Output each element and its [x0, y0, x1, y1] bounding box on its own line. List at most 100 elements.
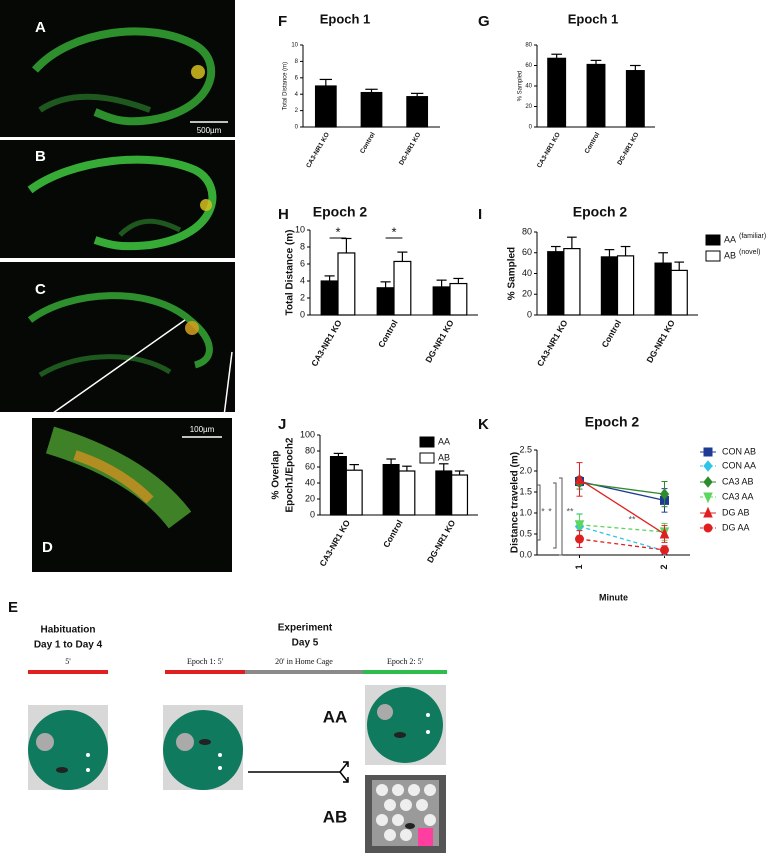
bar: [563, 248, 581, 316]
chart-title: Epoch 2: [313, 204, 368, 220]
marker: [703, 506, 713, 518]
epoch-label: Epoch 2: 5': [387, 657, 424, 666]
bar: [451, 474, 469, 516]
y-tick-label: 40: [305, 477, 315, 487]
y-tick-label: 2.5: [519, 444, 532, 454]
scale-bar-label: 500µm: [197, 126, 222, 135]
phase-days: Day 1 to Day 4: [34, 640, 103, 651]
panel-label: B: [35, 148, 46, 165]
panel-label: C: [35, 281, 46, 298]
chart-title: Epoch 2: [585, 414, 640, 430]
legend-label: AA: [724, 234, 736, 244]
marker: [575, 534, 584, 544]
x-tick-label: Control: [584, 131, 602, 155]
y-tick-label: 80: [522, 226, 532, 236]
bar: [600, 256, 619, 316]
x-tick-label: Control: [599, 318, 623, 349]
y-axis-label: Total Distance (m): [285, 230, 296, 316]
line: [579, 482, 665, 495]
y-tick-label: 100: [300, 429, 315, 439]
x-tick-label: CA3-NR1 KO: [317, 518, 352, 568]
significance-bracket: [537, 484, 541, 541]
y-axis-label: Epoch1/Epoch2: [285, 437, 296, 512]
x-tick-label: DG-NR1 KO: [398, 131, 422, 166]
y-tick-label: 10: [291, 43, 298, 49]
panel-label: H: [278, 206, 289, 223]
phase-title: Habituation: [41, 625, 96, 636]
y-tick-label: 4: [300, 275, 305, 285]
y-tick-label: 1.5: [519, 486, 532, 496]
bar: [670, 269, 688, 316]
line: [579, 538, 665, 551]
arrow: [248, 761, 349, 783]
micrograph-a: [0, 0, 235, 137]
micrograph-d: [32, 418, 232, 572]
y-axis-label: Total Distance (m): [283, 62, 289, 110]
significance-bracket: [559, 477, 563, 556]
y-tick-label: 0: [310, 509, 315, 519]
legend-swatch: [705, 234, 721, 246]
legend-swatch: [419, 436, 435, 448]
epoch-label: 20' in Home Cage: [275, 657, 333, 666]
marker: [659, 488, 670, 500]
y-tick-label: 10: [295, 224, 305, 234]
y-tick-label: 2.0: [519, 465, 532, 475]
bar: [329, 456, 347, 516]
marker: [660, 545, 669, 555]
y-tick-label: 40: [522, 268, 532, 278]
annotation: *: [335, 224, 340, 239]
bar: [360, 91, 383, 128]
timeline-bar: [28, 670, 108, 674]
legend-label: CA3 AA: [722, 491, 754, 501]
panel-label: A: [35, 19, 46, 36]
bar: [547, 57, 567, 128]
bar: [320, 280, 339, 316]
panel-label: F: [278, 13, 287, 30]
arena-photo: [28, 705, 108, 790]
legend-label: AB: [438, 452, 450, 462]
line: [579, 525, 665, 552]
y-tick-label: 20: [525, 104, 532, 110]
annotation: **: [628, 514, 636, 524]
x-tick-label: CA3-NR1 KO: [535, 318, 570, 368]
y-tick-label: 2: [300, 292, 305, 302]
micrograph-b: [0, 140, 235, 258]
y-tick-label: 0: [529, 125, 533, 131]
bar: [432, 286, 451, 316]
marker: [659, 527, 670, 539]
legend-swatch: [705, 250, 721, 262]
marker: [703, 476, 713, 488]
y-tick-label: 8: [300, 241, 305, 251]
legend-swatch: [419, 452, 435, 464]
legend-label: CA3 AB: [722, 476, 754, 486]
y-tick-label: 8: [295, 59, 299, 65]
y-tick-label: 80: [305, 445, 315, 455]
x-axis-label: Minute: [599, 592, 628, 602]
x-tick-label: DG-NR1 KO: [423, 318, 456, 365]
legend-label-sup: (familiar): [739, 233, 766, 240]
annotation: *: [541, 506, 545, 516]
panel-label: G: [478, 13, 490, 30]
panel-label: K: [478, 416, 489, 433]
y-tick-label: 6: [300, 258, 305, 268]
arena-photo: [365, 775, 446, 853]
x-tick-label: DG-NR1 KO: [616, 131, 640, 166]
line: [579, 478, 665, 535]
phase-duration: 5': [65, 657, 71, 666]
marker: [703, 447, 713, 457]
y-tick-label: 20: [522, 289, 532, 299]
bar: [435, 470, 453, 516]
marker: [574, 520, 585, 531]
y-tick-label: 2: [295, 108, 299, 114]
bar: [586, 63, 606, 128]
y-tick-label: 40: [525, 84, 532, 90]
y-tick-label: 0.0: [519, 549, 532, 559]
bar: [654, 262, 672, 316]
y-tick-label: 6: [295, 75, 299, 81]
bar: [314, 85, 337, 128]
x-tick-label: Control: [376, 318, 400, 349]
chart-title: Epoch 1: [320, 11, 371, 26]
x-tick-label: 2: [659, 564, 669, 569]
